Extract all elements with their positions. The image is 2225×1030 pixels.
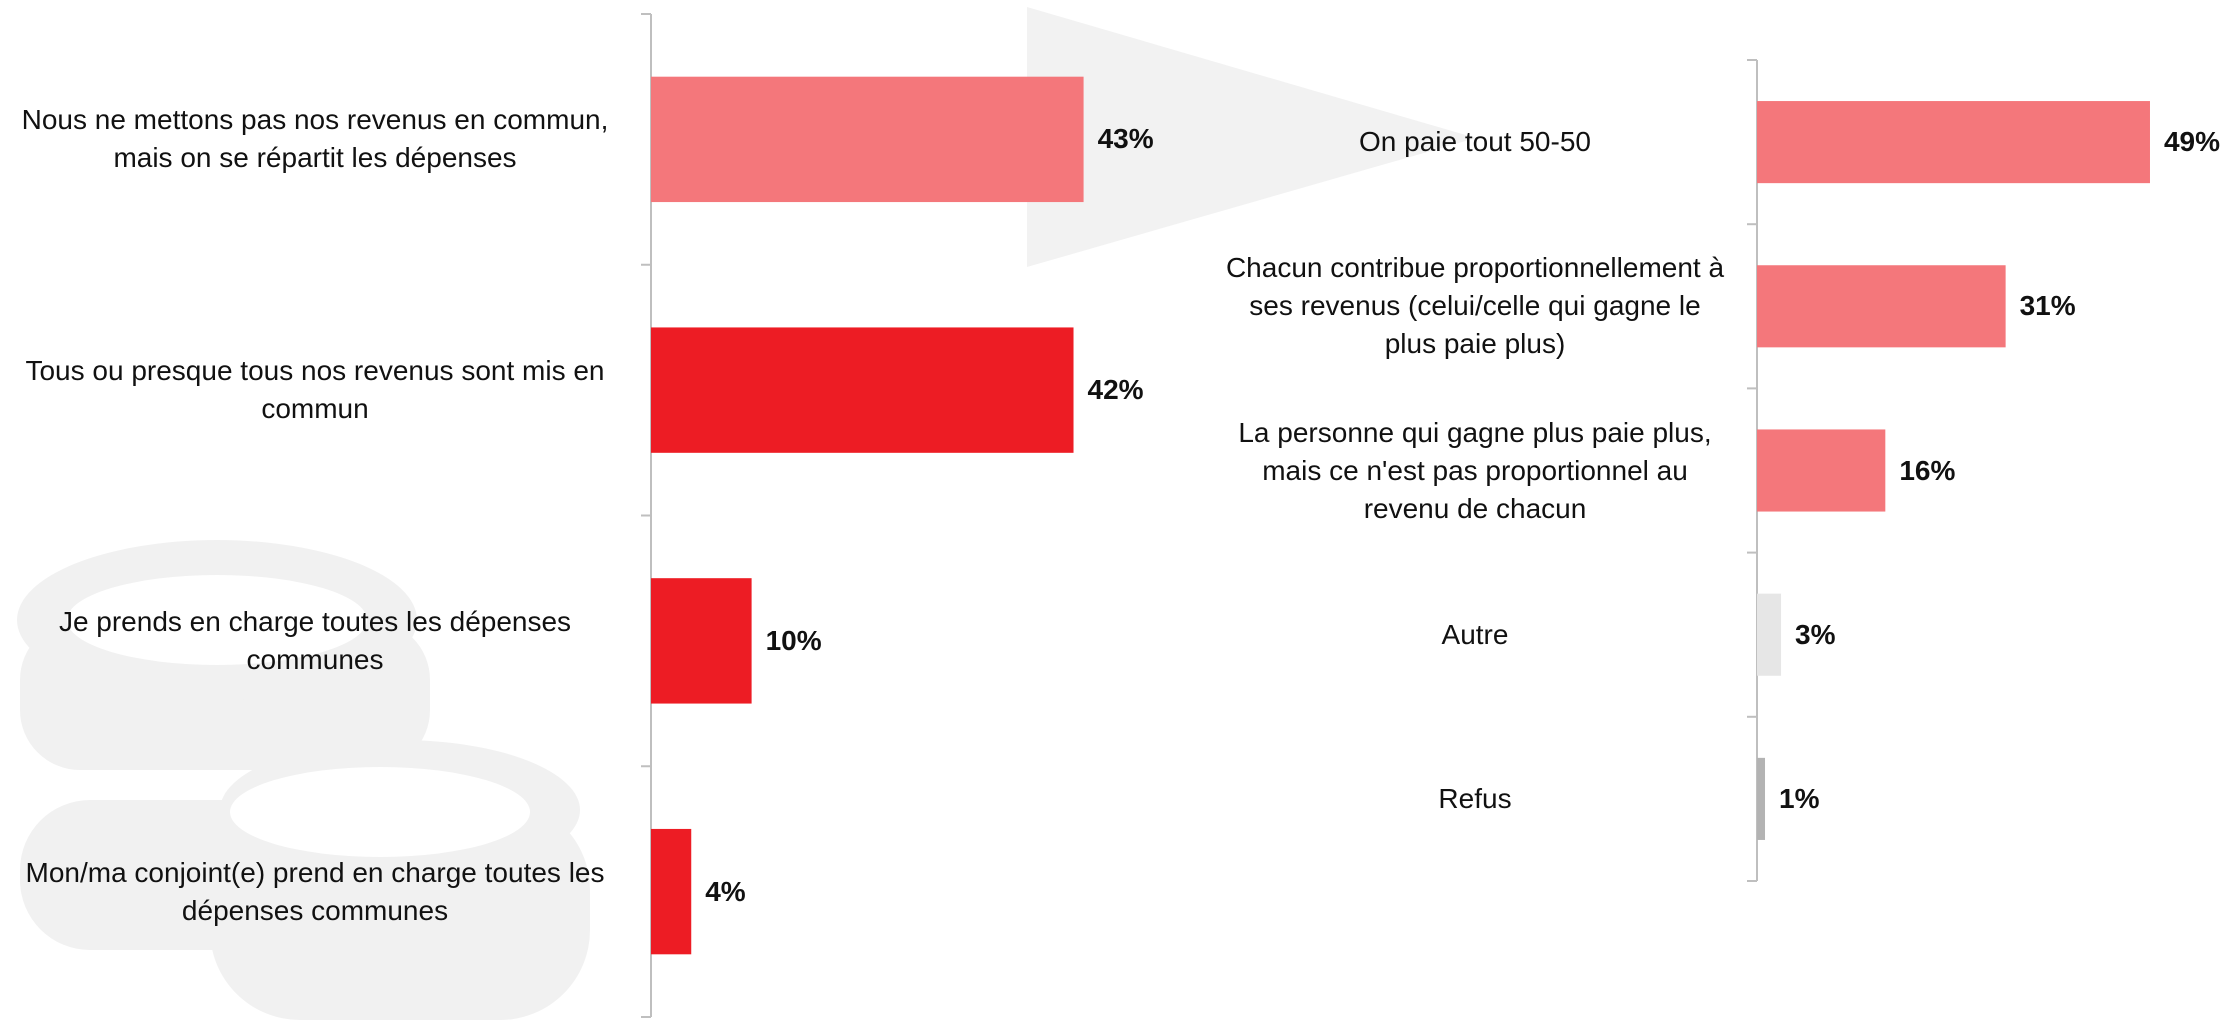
category-label: On paie tout 50-50 <box>1359 126 1591 158</box>
coins-icon <box>17 540 590 1020</box>
category-label: Autre <box>1441 618 1509 650</box>
bar <box>1757 265 2006 348</box>
value-label: 43% <box>1097 123 1154 155</box>
value-label: 1% <box>1779 782 1820 814</box>
category-label: Tous ou presque tous nos revenus sont mi… <box>25 355 605 425</box>
arrow-shape <box>1027 7 1476 267</box>
category-label: Je prends en charge toutes les dépenses … <box>58 605 572 675</box>
bar <box>1757 429 1886 512</box>
bar <box>651 828 692 955</box>
bar <box>651 327 1074 453</box>
value-label: 49% <box>2163 126 2221 158</box>
value-label: 42% <box>1087 374 1144 406</box>
category-label: Nous ne mettons pas nos revenus en commu… <box>21 104 609 174</box>
bar <box>1757 757 1766 840</box>
bar <box>1757 101 2150 184</box>
bar <box>1757 593 1782 676</box>
value-label: 10% <box>765 624 822 656</box>
value-label: 3% <box>1795 618 1836 650</box>
value-label: 16% <box>1899 454 1956 486</box>
category-label: Refus <box>1438 782 1512 814</box>
bar <box>651 76 1084 203</box>
category-label: La personne qui gagne plus paie plus, ma… <box>1238 416 1712 524</box>
bar <box>651 578 752 704</box>
value-label: 4% <box>705 875 746 907</box>
category-label: Chacun contribue proportionnellement à s… <box>1225 252 1725 360</box>
value-label: 31% <box>2019 290 2076 322</box>
category-label: Mon/ma conjoint(e) prend en charge toute… <box>25 856 605 926</box>
